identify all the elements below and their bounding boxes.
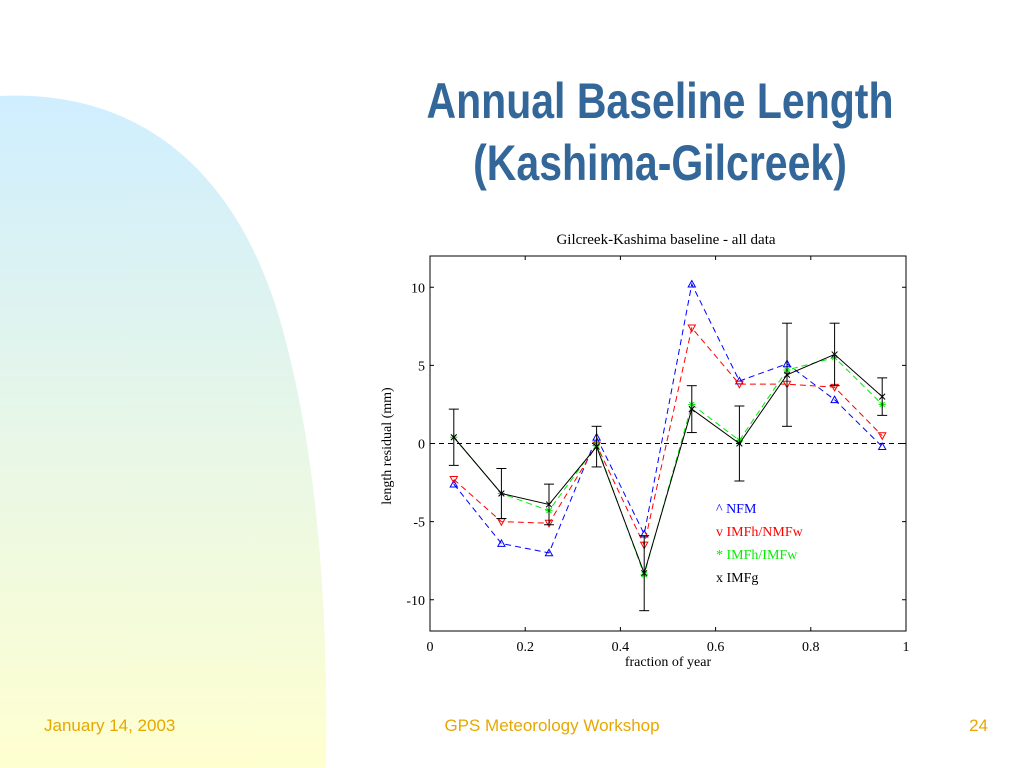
series-imfg-line xyxy=(453,353,883,575)
chart-title: Gilcreek-Kashima baseline - all data xyxy=(556,232,775,248)
y-tick-label: -10 xyxy=(406,594,425,609)
slide-title-line-2: (Kashima-Gilcreek) xyxy=(473,135,847,191)
series-imfg-marker xyxy=(498,490,505,497)
x-tick-label: 0 xyxy=(427,640,434,655)
y-tick-label: -5 xyxy=(413,516,425,531)
y-axis-label: length residual (mm) xyxy=(380,387,395,505)
series-imfg-marker xyxy=(688,405,696,413)
series-nfm-marker xyxy=(687,279,697,288)
series-nfm-marker xyxy=(734,376,744,385)
x-axis-label: fraction of year xyxy=(625,655,712,670)
legend-entry-imfg: x IMFg xyxy=(716,571,758,586)
y-tick-label: 0 xyxy=(418,438,425,453)
footer-date: January 14, 2003 xyxy=(44,716,176,735)
series-imfh-nmfw-marker xyxy=(449,476,459,485)
series-imfh-nmfw-marker xyxy=(877,432,887,441)
x-tick-label: 1 xyxy=(903,640,910,655)
series-imfg-marker xyxy=(450,434,458,441)
series-imfg-marker xyxy=(640,569,648,577)
series-imfg-marker xyxy=(593,443,600,450)
series-nfm-marker xyxy=(877,441,887,451)
series-imfh-nmfw-marker xyxy=(687,324,697,333)
series-nfm-marker xyxy=(496,538,506,547)
x-tick-label: 0.4 xyxy=(612,640,630,655)
slide-title-line-1: Annual Baseline Length xyxy=(426,73,894,129)
footer-event: GPS Meteorology Workshop xyxy=(444,716,660,735)
legend-entry-imfh-imfw: * IMFh/IMFw xyxy=(716,548,798,563)
series-imfg-marker xyxy=(545,501,553,508)
series-imfg-marker xyxy=(736,440,743,447)
series-imfg-marker xyxy=(831,351,838,358)
x-tick-label: 0.6 xyxy=(707,640,725,655)
series-nfm-marker xyxy=(544,548,554,557)
series-nfm-marker xyxy=(449,479,459,488)
x-tick-label: 0.8 xyxy=(802,640,820,655)
y-tick-label: 5 xyxy=(418,359,425,374)
y-tick-label: 10 xyxy=(411,281,425,296)
series-imfg-marker xyxy=(783,371,791,378)
legend-entry-imfh-nmfw: v IMFh/NMFw xyxy=(716,525,804,540)
series-imfh-nmfw-marker xyxy=(734,380,744,389)
series-imfh-nmfw-line xyxy=(453,326,883,547)
slide-title: Annual Baseline Length (Kashima-Gilcreek… xyxy=(389,70,930,194)
legend-entry-nfm: ^ NFM xyxy=(716,502,757,517)
series-imfg-marker xyxy=(878,393,886,400)
x-tick-label: 0.2 xyxy=(516,640,534,655)
series-nfm-line xyxy=(453,282,883,554)
series-nfm-marker xyxy=(830,395,840,404)
footer-page-number: 24 xyxy=(969,716,988,735)
